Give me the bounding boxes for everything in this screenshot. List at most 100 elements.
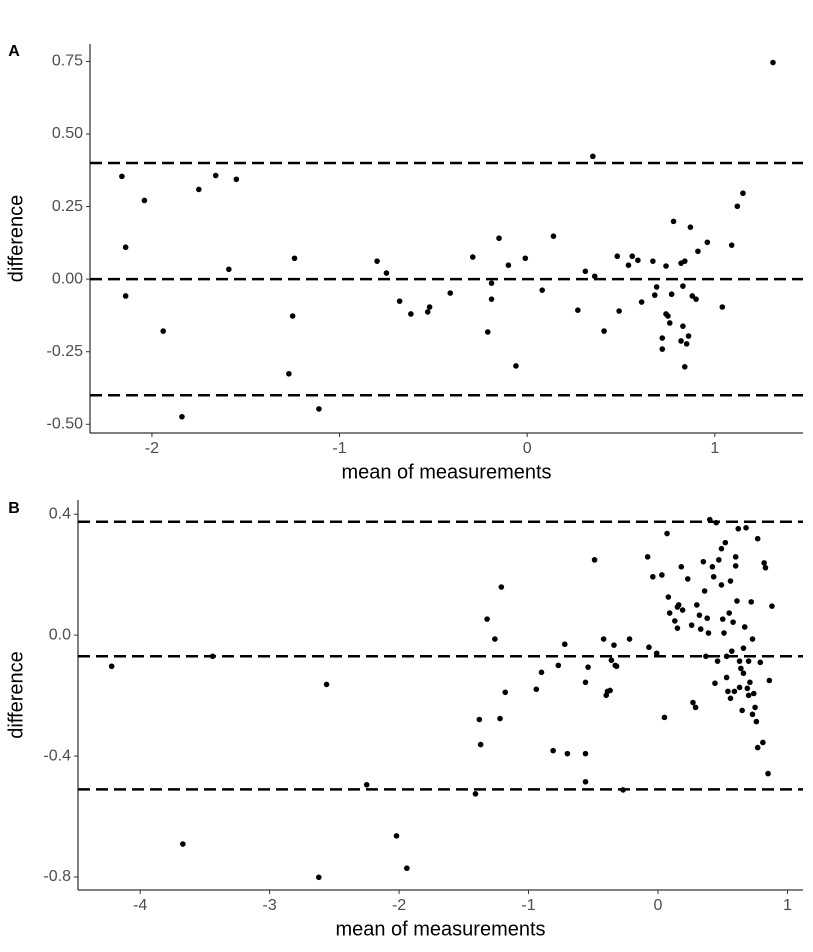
- data-point: [316, 874, 322, 881]
- data-point: [650, 258, 656, 264]
- data-point: [706, 516, 713, 523]
- data-point: [664, 530, 670, 537]
- y-tick-label: 0.4: [49, 505, 71, 522]
- data-point: [600, 636, 607, 642]
- data-point: [666, 610, 673, 616]
- data-point: [740, 190, 746, 197]
- x-tick-label: 1: [783, 897, 792, 914]
- data-point: [752, 704, 758, 711]
- data-point: [539, 287, 545, 293]
- data-point: [732, 563, 739, 569]
- data-point: [693, 296, 699, 302]
- data-point: [740, 670, 747, 677]
- data-point: [625, 262, 632, 269]
- data-point: [770, 59, 776, 66]
- data-point: [226, 266, 232, 273]
- data-point: [675, 602, 682, 608]
- data-point: [744, 685, 751, 692]
- data-point: [766, 677, 773, 684]
- data-point: [747, 679, 753, 686]
- data-point: [745, 692, 752, 699]
- data-point: [665, 594, 672, 600]
- data-point: [141, 197, 148, 204]
- y-axis-title: difference: [5, 195, 27, 282]
- data-point: [488, 280, 495, 287]
- data-point: [608, 657, 615, 664]
- data-point: [484, 329, 491, 335]
- data-point: [727, 695, 734, 702]
- data-point: [765, 770, 771, 777]
- data-point: [672, 618, 678, 624]
- x-tick-label: -1: [521, 897, 535, 914]
- data-point: [620, 787, 626, 793]
- data-point: [180, 841, 186, 847]
- data-point: [749, 636, 756, 642]
- x-axis-title: mean of measurements: [341, 461, 551, 483]
- data-point: [659, 572, 665, 578]
- data-point: [212, 172, 219, 179]
- data-point: [582, 268, 589, 275]
- data-point: [488, 296, 495, 302]
- panel-label: B: [8, 500, 20, 517]
- data-point: [735, 525, 742, 532]
- data-point: [704, 615, 710, 622]
- data-point: [736, 684, 743, 691]
- data-point: [709, 564, 716, 570]
- data-point: [611, 642, 617, 648]
- data-point: [716, 557, 722, 563]
- data-point: [762, 564, 769, 571]
- data-point: [684, 576, 691, 582]
- data-point: [550, 747, 556, 754]
- data-point: [635, 257, 641, 264]
- data-point: [668, 291, 675, 298]
- data-point: [179, 413, 185, 420]
- data-point: [585, 664, 591, 670]
- x-tick-label: -2: [392, 897, 406, 914]
- data-point: [424, 309, 431, 315]
- data-point: [286, 370, 292, 377]
- data-point: [492, 636, 498, 642]
- data-point: [160, 328, 166, 334]
- data-point: [730, 619, 736, 625]
- data-point: [665, 313, 671, 319]
- data-point: [613, 663, 620, 670]
- data-point: [555, 662, 562, 669]
- data-point: [723, 653, 730, 660]
- data-point: [689, 293, 696, 299]
- data-point: [745, 658, 752, 664]
- data-point: [769, 603, 775, 609]
- data-point: [760, 739, 766, 746]
- data-point: [233, 176, 240, 183]
- data-point: [538, 669, 545, 676]
- y-tick-label: -0.25: [47, 343, 84, 360]
- data-point: [663, 263, 669, 269]
- data-point: [736, 658, 743, 664]
- data-point: [447, 290, 454, 296]
- y-tick-label: -0.50: [47, 416, 84, 433]
- data-point: [374, 258, 380, 264]
- data-point: [108, 663, 115, 670]
- data-point: [725, 688, 731, 695]
- data-point: [681, 364, 688, 370]
- data-point: [680, 323, 686, 329]
- data-point: [728, 648, 735, 654]
- data-point: [122, 293, 129, 299]
- data-point: [670, 218, 677, 225]
- data-point: [666, 320, 673, 326]
- data-point: [564, 750, 571, 757]
- data-point: [719, 304, 726, 310]
- data-point: [561, 641, 568, 648]
- data-point: [700, 558, 707, 565]
- data-point: [705, 630, 712, 636]
- data-point: [723, 674, 730, 681]
- y-tick-label: 0.25: [52, 198, 83, 215]
- data-point: [680, 283, 686, 289]
- data-point: [722, 539, 729, 546]
- data-point: [718, 545, 725, 552]
- y-tick-label: 0.50: [52, 125, 83, 142]
- data-point: [614, 253, 621, 260]
- data-point: [582, 778, 589, 785]
- x-tick-label: -2: [145, 440, 159, 457]
- data-point: [679, 607, 686, 613]
- data-point: [743, 525, 749, 531]
